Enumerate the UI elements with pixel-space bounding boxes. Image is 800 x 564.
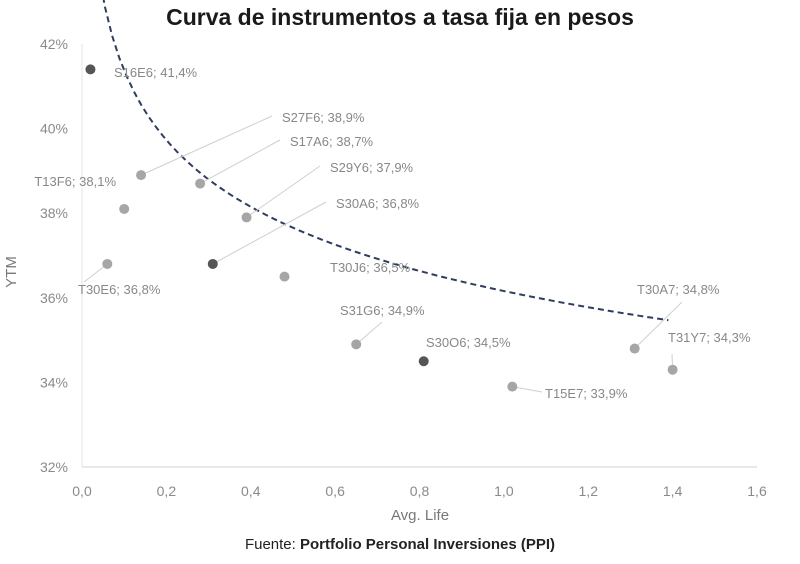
data-point <box>667 364 678 375</box>
data-label: T30J6; 36,5% <box>330 260 411 275</box>
data-label: S30A6; 36,8% <box>336 196 420 211</box>
y-tick-label: 42% <box>40 36 68 52</box>
data-point <box>351 339 362 350</box>
data-label: T15E7; 33,9% <box>545 386 628 401</box>
x-tick-label: 0,8 <box>410 483 430 499</box>
x-tick-label: 1,2 <box>579 483 599 499</box>
data-label: S16E6; 41,4% <box>114 65 198 80</box>
leader-line <box>140 115 273 176</box>
y-tick-label: 40% <box>40 121 68 137</box>
data-label: T13F6; 38,1% <box>34 174 116 189</box>
source-note: Fuente: Portfolio Personal Inversiones (… <box>0 536 800 553</box>
leader-line <box>246 165 321 218</box>
source-name: Portfolio Personal Inversiones (PPI) <box>299 536 556 553</box>
y-tick-label: 36% <box>40 290 68 306</box>
data-label: T31Y7; 34,3% <box>668 330 751 345</box>
data-point <box>241 212 252 223</box>
data-point <box>207 258 218 269</box>
chart-title: Curva de instrumentos a tasa fija en pes… <box>166 4 634 30</box>
y-tick-label: 34% <box>40 374 68 390</box>
data-point <box>195 178 206 189</box>
data-point <box>418 356 429 367</box>
data-label: S30O6; 34,5% <box>426 335 511 350</box>
data-point <box>85 64 96 75</box>
x-tick-label: 1,6 <box>747 483 767 499</box>
x-tick-label: 0,4 <box>241 483 261 499</box>
leader-line <box>512 386 543 393</box>
leader-line <box>199 139 281 185</box>
leader-line <box>212 201 327 265</box>
trend-line <box>102 0 669 322</box>
data-label: S31G6; 34,9% <box>340 303 425 318</box>
x-tick-label: 0,6 <box>325 483 345 499</box>
x-tick-label: 0,2 <box>157 483 177 499</box>
source-prefix: Fuente: <box>244 536 300 553</box>
y-tick-label: 38% <box>40 205 68 221</box>
data-point <box>136 170 147 181</box>
data-label: S27F6; 38,9% <box>282 110 365 125</box>
data-label: S17A6; 38,7% <box>290 134 374 149</box>
data-point <box>507 381 518 392</box>
y-tick-label: 32% <box>40 459 68 475</box>
data-label: T30E6; 36,8% <box>78 282 161 297</box>
data-label: S29Y6; 37,9% <box>330 160 414 175</box>
data-point <box>629 343 640 354</box>
y-axis-title: YTM <box>3 256 20 288</box>
data-label: T30A7; 34,8% <box>637 282 720 297</box>
leader-line <box>355 321 383 345</box>
x-tick-label: 0,0 <box>72 483 92 499</box>
x-axis-title: Avg. Life <box>391 507 449 524</box>
data-point <box>102 258 113 269</box>
leader-line <box>634 301 683 349</box>
x-tick-label: 1,4 <box>663 483 683 499</box>
x-tick-label: 1,0 <box>494 483 514 499</box>
data-point <box>119 203 130 214</box>
data-point <box>279 271 290 282</box>
